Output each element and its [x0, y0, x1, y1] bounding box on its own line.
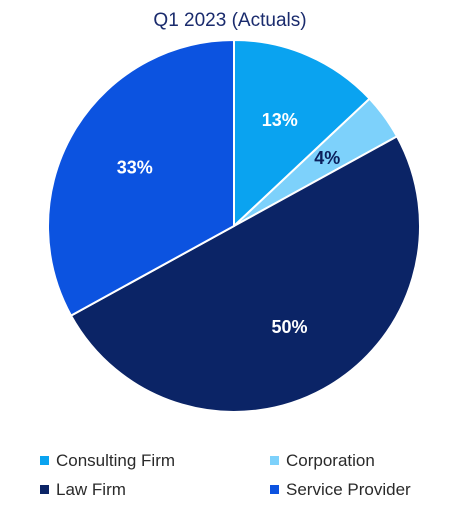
- legend-label-service-provider: Service Provider: [286, 480, 411, 499]
- legend-item-service-provider: Service Provider: [270, 480, 411, 499]
- legend-item-corporation: Corporation: [270, 451, 375, 470]
- legend-label-consulting-firm: Consulting Firm: [56, 451, 175, 470]
- pie-slices: [47, 38, 421, 413]
- pie-labels: 13% 4% 50% 33%: [117, 110, 341, 337]
- legend-swatch-service-provider: [270, 485, 279, 494]
- pie-slice-consulting-firm: [233, 38, 372, 229]
- slice-label-service-provider: 33%: [117, 157, 153, 177]
- legend-swatch-law-firm: [40, 485, 49, 494]
- slice-label-corporation: 4%: [314, 148, 340, 168]
- slice-label-consulting-firm: 13%: [262, 110, 298, 130]
- pie-slice-law-firm: [69, 135, 421, 413]
- legend: Consulting Firm Corporation Law Firm Servic…: [40, 451, 411, 499]
- pie-slice-service-provider: [47, 38, 235, 317]
- legend-swatch-consulting-firm: [40, 456, 49, 465]
- slice-label-law-firm: 50%: [272, 317, 308, 337]
- chart-title: Q1 2023 (Actuals): [153, 10, 306, 31]
- legend-swatch-corporation: [270, 456, 279, 465]
- legend-label-corporation: Corporation: [286, 451, 375, 470]
- legend-label-law-firm: Law Firm: [56, 480, 126, 499]
- legend-item-consulting-firm: Consulting Firm: [40, 451, 175, 470]
- legend-item-law-firm: Law Firm: [40, 480, 126, 499]
